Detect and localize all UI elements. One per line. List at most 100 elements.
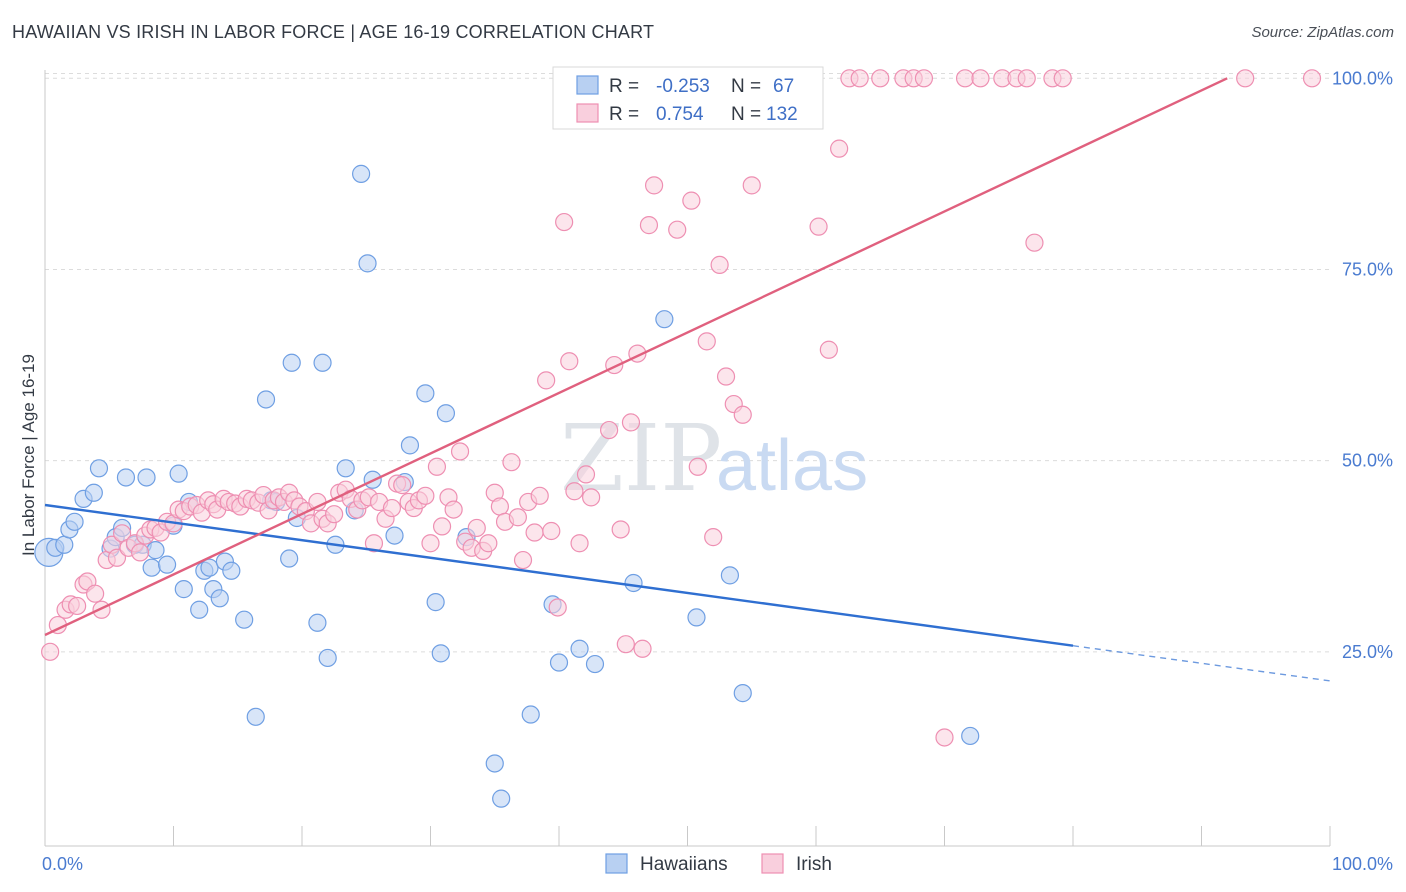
hawaiians-point [961,726,980,746]
irish-point [92,600,111,619]
hawaiians-point [282,353,301,372]
source-credit: Source: ZipAtlas.com [1251,24,1394,41]
hawaiians-point [235,610,254,629]
irish-point [616,635,635,654]
irish-point [955,69,975,88]
legend-r-label-hawaiians: R = [609,76,639,97]
irish-point [621,413,641,432]
hawaiians-point [733,684,752,703]
hawaiians-point [426,593,445,612]
irish-point [1053,69,1072,88]
hawaiians-point [549,653,569,672]
chart-title: HAWAIIAN VS IRISH IN LABOR FORCE | AGE 1… [12,22,655,42]
irish-point [393,476,412,495]
legend-n-value-hawaiians: 67 [773,76,794,97]
irish-point [633,639,652,658]
irish-point [508,508,527,527]
y-tick-label: 50.0% [1342,451,1393,471]
irish-point [682,191,701,210]
hawaiians-point [157,555,177,574]
irish-point [537,371,556,390]
irish-point [582,488,601,507]
hawaiians-point [521,705,540,724]
irish-point [570,534,589,553]
y-tick-label: 100.0% [1332,68,1393,88]
hawaiians-point [336,459,355,478]
hawaiians-point [485,754,504,773]
legend-n-label-hawaiians: N = [731,76,761,97]
irish-point [530,486,549,505]
irish-point [850,69,869,88]
irish-point [364,534,384,553]
stats-legend: R = -0.253 N = 67 R = 0.754 N = 132 [552,66,824,130]
legend-n-value-irish: 132 [766,104,798,125]
y-tick-label: 75.0% [1342,259,1393,279]
irish-point [1025,233,1044,252]
irish-point [86,584,105,603]
hawaiians-point [169,464,188,483]
legend-r-value-irish: 0.754 [656,104,704,125]
hawaiians-point [89,459,109,478]
irish-point [479,534,498,553]
irish-point [600,420,619,440]
irish-point [871,69,890,88]
irish-point [490,497,509,516]
hawaiians-point [624,573,643,593]
hawaiians-point [400,436,420,455]
irish-point [914,69,934,88]
irish-point [644,176,664,195]
hawaiians-point [84,483,103,502]
irish-point [809,217,828,236]
irish-point [432,517,452,536]
legend-r-label-irish: R = [609,104,639,125]
hawaiians-point [280,549,299,568]
irish-point [576,465,596,484]
irish-point [555,212,574,232]
series-legend: Hawaiians Irish [605,853,832,875]
hawaiians-point [210,589,229,608]
irish-point [1236,69,1255,88]
watermark: ZIP atlas [560,405,868,512]
irish-point [542,521,561,541]
irish-point [819,340,838,359]
irish-point [467,518,486,538]
irish-point [830,139,849,158]
hawaiians-point [492,789,511,808]
irish-point [935,728,954,747]
series-legend-swatch-irish [761,853,784,874]
trend-lines [44,77,1331,682]
legend-swatch-hawaiians [576,75,599,95]
irish-point [325,505,344,524]
x-tick-label-min: 0.0% [42,854,83,874]
hawaiians-point [174,580,193,599]
axes [44,70,1331,847]
irish-point [704,528,723,547]
irish-point [548,598,567,617]
hawaiians-point [318,648,337,668]
irish-point [1302,69,1322,88]
hawaiians-trend-line [44,503,1074,647]
series-legend-label-irish: Irish [796,854,832,875]
irish-point [130,543,150,562]
irish-point [639,216,659,235]
hawaiians-point [116,468,136,487]
irish-point [742,176,761,195]
hawaiians-point [200,558,219,577]
irish-point [427,457,447,476]
series-legend-swatch-hawaiians [605,853,628,874]
hawaiians-point [313,353,332,372]
irish-point [525,523,544,542]
irish-trend-line [44,77,1228,637]
irish-point [502,453,521,472]
irish-point [710,255,729,274]
hawaiians-point [246,707,265,726]
irish-point [611,520,630,539]
hawaiians-point [436,404,456,423]
hawaiians-point [256,390,276,409]
legend-n-label-irish: N = [731,104,761,125]
hawaiians-point [687,608,706,627]
hawaiians-point [416,384,435,403]
irish-point [450,442,470,461]
hawaiians-point [190,600,209,619]
y-tick-label: 25.0% [1342,642,1393,662]
